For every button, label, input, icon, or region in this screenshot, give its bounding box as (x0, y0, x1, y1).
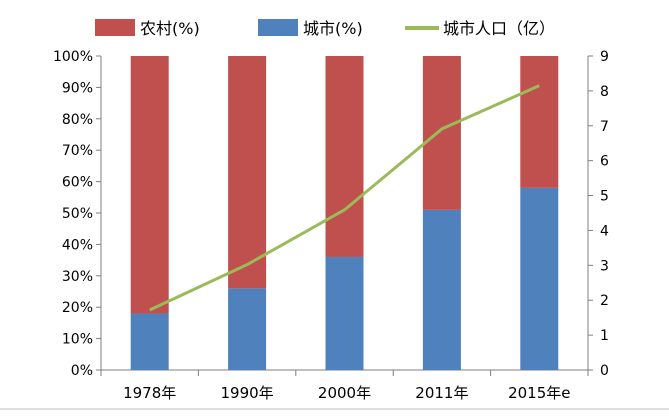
left-tick-label: 60% (62, 175, 93, 191)
x-tick-label: 2011年 (415, 384, 468, 402)
legend: 农村(%) 城市(%) 城市人口（亿） (95, 19, 555, 38)
left-tick-label: 70% (62, 143, 93, 159)
right-tick-label: 0 (600, 363, 609, 379)
left-tick-label: 10% (62, 332, 93, 348)
line-series (149, 84, 540, 312)
bar-urban-4 (520, 187, 559, 370)
bar-rural-3 (422, 56, 461, 210)
legend-swatch-rural (95, 19, 135, 36)
bar-rural-0 (130, 56, 169, 314)
bar-urban-0 (130, 313, 169, 370)
legend-label: 农村(%) (140, 19, 200, 38)
right-tick-label: 2 (600, 293, 609, 309)
bar-rural-4 (520, 56, 559, 188)
left-tick-label: 20% (62, 300, 93, 316)
x-tick-label: 1990年 (221, 384, 274, 402)
x-tick-label: 1978年 (123, 384, 176, 402)
x-tick-label: 2000年 (318, 384, 371, 402)
left-tick-label: 0% (71, 363, 93, 379)
right-tick-label: 1 (600, 328, 609, 344)
bar-urban-3 (422, 209, 461, 370)
bar-rural-2 (325, 56, 364, 257)
bar-urban-2 (325, 256, 364, 370)
right-tick-label: 3 (600, 258, 609, 274)
bar-rural-1 (228, 56, 267, 289)
left-tick-label: 50% (62, 206, 93, 222)
right-tick-label: 5 (600, 189, 609, 205)
left-tick-label: 100% (53, 49, 93, 65)
left-tick-label: 90% (62, 80, 93, 96)
left-tick-label: 80% (62, 112, 93, 128)
bar-urban-1 (228, 288, 267, 370)
x-tick-label: 2015年e (508, 384, 570, 402)
legend-label: 城市人口（亿） (443, 19, 555, 38)
right-tick-label: 9 (600, 49, 609, 65)
left-tick-label: 30% (62, 269, 93, 285)
right-tick-label: 6 (600, 154, 609, 170)
axes: 0% 10% 20% 30% 40% 50% 60% 70% 80% 90% 100% 0 1 2 3 4 5 6… (0, 49, 669, 410)
legend-swatch-urban (258, 19, 298, 36)
bars (130, 56, 559, 370)
legend-label: 城市(%) (303, 19, 363, 38)
right-tick-label: 8 (600, 84, 609, 100)
right-tick-label: 4 (600, 223, 609, 239)
right-tick-label: 7 (600, 119, 609, 135)
left-tick-label: 40% (62, 237, 93, 253)
